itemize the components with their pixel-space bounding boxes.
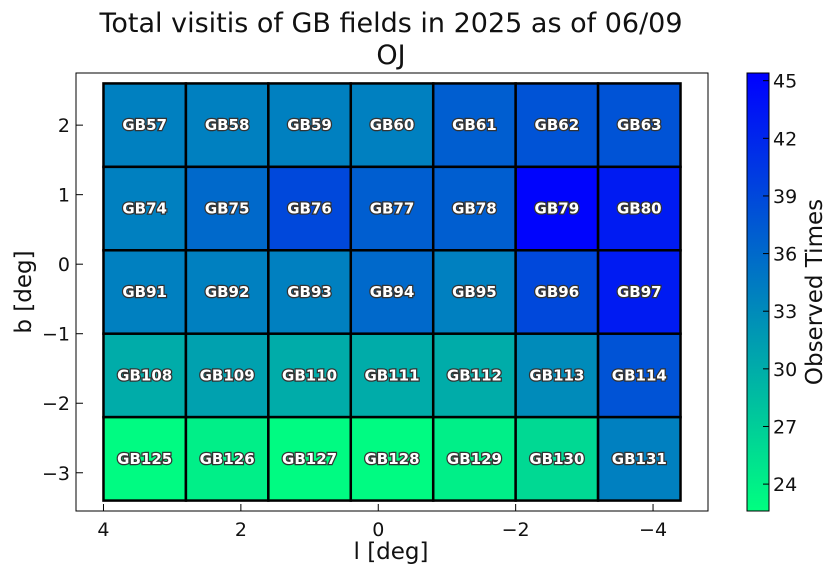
y-tick-label: 0 (58, 254, 70, 276)
cell-label-gb80: GB80 (617, 200, 662, 218)
heatmap-cell-gb125 (102, 415, 188, 502)
chart-title: Total visitis of GB fields in 2025 as of… (98, 8, 682, 39)
x-ticks: 4 2 0 −2 −4 (97, 504, 667, 541)
heatmap-cell-gb93 (267, 249, 353, 335)
cell-label-gb113: GB113 (529, 366, 584, 384)
cell-label-gb95: GB95 (452, 283, 497, 301)
y-tick-label: −3 (42, 463, 70, 485)
heatmap-cell-gb128 (349, 415, 435, 502)
x-tick-label: −2 (502, 519, 530, 541)
cell-label-gb130: GB130 (529, 450, 584, 468)
heatmap-cell-gb62 (514, 82, 600, 169)
cell-label-gb126: GB126 (200, 450, 255, 468)
x-tick-label: 2 (235, 519, 247, 541)
colorbar-tick-label: 36 (773, 244, 797, 266)
cell-label-gb110: GB110 (282, 366, 337, 384)
heatmap-cell-gb112 (431, 332, 517, 419)
cell-label-gb79: GB79 (535, 200, 580, 218)
chart-subtitle: OJ (376, 40, 405, 71)
cell-label-gb58: GB58 (205, 116, 250, 134)
x-tick-label: 0 (372, 519, 384, 541)
plot-frame (75, 72, 709, 512)
cell-label-gb74: GB74 (122, 200, 167, 218)
colorbar-tick-label: 27 (773, 416, 797, 438)
heatmap-cell-gb92 (184, 249, 270, 335)
colorbar-ticks: 24 27 30 33 36 39 42 45 (763, 71, 797, 496)
heatmap-cell-gb60 (349, 82, 435, 169)
cell-label-gb78: GB78 (452, 200, 497, 218)
y-tick-label: 2 (58, 115, 70, 137)
heatmap-cell-gb127 (267, 415, 353, 502)
cell-label-gb125: GB125 (117, 450, 172, 468)
heatmap-cell-gb63 (596, 82, 682, 169)
colorbar-tick-label: 42 (773, 128, 797, 150)
heatmap-cell-gb91 (102, 249, 188, 335)
cell-label-gb108: GB108 (117, 366, 172, 384)
cell-label-gb75: GB75 (205, 200, 250, 218)
y-ticks: 2 1 0 −1 −2 −3 (42, 115, 83, 485)
heatmap-cell-gb108 (102, 332, 188, 419)
colorbar-tick-label: 33 (773, 301, 797, 323)
colorbar (746, 72, 770, 512)
heatmap-cell-gb96 (514, 249, 600, 335)
heatmap-cell-gb75 (184, 165, 270, 252)
cell-label-gb114: GB114 (612, 366, 667, 384)
colorbar-tick-label: 30 (773, 359, 797, 381)
heatmap-cell-gb126 (184, 415, 270, 502)
cell-label-gb111: GB111 (364, 366, 419, 384)
cell-label-gb59: GB59 (287, 116, 332, 134)
heatmap-cell-gb80 (596, 165, 682, 252)
cell-label-gb127: GB127 (282, 450, 337, 468)
cell-label-gb97: GB97 (617, 283, 662, 301)
cell-label-gb63: GB63 (617, 116, 662, 134)
cell-label-gb92: GB92 (205, 283, 250, 301)
heatmap-cell-gb74 (102, 165, 188, 252)
cell-label-gb61: GB61 (452, 116, 497, 134)
colorbar-tick-label: 45 (773, 71, 797, 93)
cell-label-gb76: GB76 (287, 200, 332, 218)
colorbar-tick-label: 39 (773, 186, 797, 208)
colorbar-tick-label: 24 (773, 474, 797, 496)
cell-label-gb128: GB128 (364, 450, 419, 468)
heatmap-cell-gb77 (349, 165, 435, 252)
x-axis-label: l [deg] (354, 539, 429, 565)
y-axis-label: b [deg] (11, 250, 37, 333)
y-tick-label: 1 (58, 185, 70, 207)
cell-label-gb62: GB62 (535, 116, 580, 134)
colorbar-label: Observed Times (802, 199, 828, 385)
heatmap-cell-gb131 (596, 415, 682, 502)
cell-label-gb91: GB91 (122, 283, 167, 301)
cell-label-gb96: GB96 (535, 283, 580, 301)
y-tick-label: −2 (42, 393, 70, 415)
cell-label-gb60: GB60 (370, 116, 415, 134)
cell-label-gb94: GB94 (370, 283, 415, 301)
cell-label-gb131: GB131 (612, 450, 667, 468)
x-tick-label: −4 (639, 519, 667, 541)
cell-label-gb109: GB109 (200, 366, 255, 384)
cells-layer: GB57 GB58 GB59 GB60 GB61 GB62 GB63 GB74 GB75 GB76… (102, 82, 682, 502)
cell-label-gb93: GB93 (287, 283, 332, 301)
heatmap-cell-gb109 (184, 332, 270, 419)
heatmap-cell-gb78 (431, 165, 517, 252)
cell-label-gb129: GB129 (447, 450, 502, 468)
cell-label-gb77: GB77 (370, 200, 415, 218)
cell-label-gb57: GB57 (122, 116, 167, 134)
x-tick-label: 4 (97, 519, 109, 541)
heatmap-cell-gb113 (514, 332, 600, 419)
cell-label-gb112: GB112 (447, 366, 502, 384)
y-tick-label: −1 (42, 324, 70, 346)
